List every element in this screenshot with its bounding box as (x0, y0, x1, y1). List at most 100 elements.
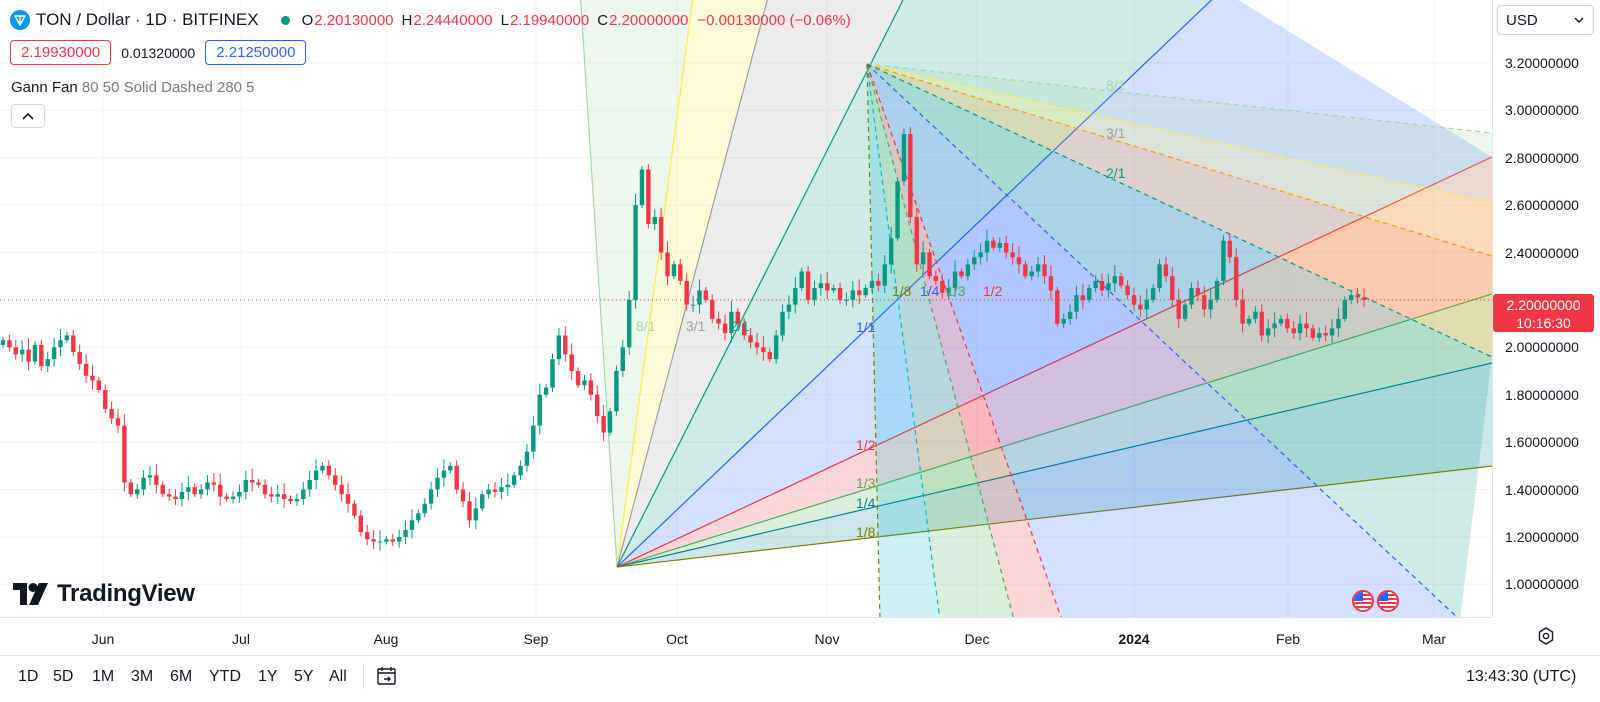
clock-timezone[interactable]: 13:43:30 (UTC) (1466, 668, 1577, 685)
price-chart[interactable]: 8/1 3/1 2/1 1/1 1/2 1/3 1/4 1/8 8/1 3/1 2/1 1/8 1/4 1… (0, 0, 1492, 617)
indicator-legend[interactable]: Gann Fan 80 50 Solid Dashed 280 5 (11, 79, 255, 96)
timeframe-button-5y[interactable]: 5Y (294, 668, 314, 685)
current-price-tag: 2.20000000 10:16:30 (1493, 294, 1594, 332)
candle-body (575, 371, 581, 386)
candle-body (537, 394, 542, 426)
bar-countdown: 10:16:30 (1516, 315, 1571, 331)
candle-body (448, 465, 453, 471)
gann-fan-line (866, 63, 1492, 204)
candle-body (275, 494, 280, 497)
candle-body (128, 482, 133, 495)
candle-body (1042, 264, 1047, 277)
candle-body (1150, 288, 1156, 300)
candle-body (1240, 299, 1245, 324)
candle-body (812, 288, 817, 300)
time-axis-label: Nov (814, 631, 840, 647)
candle-body (1195, 288, 1201, 296)
gann-fan-line (866, 63, 1492, 257)
timeframe-button-6m[interactable]: 6M (170, 668, 193, 685)
candle-body (1317, 333, 1322, 338)
gann-fan-line (616, 362, 1492, 568)
candle-body (959, 271, 964, 277)
gann-fan-band (867, 64, 1014, 617)
timeframe-button-1m[interactable]: 1M (92, 668, 115, 685)
candle-body (543, 387, 549, 395)
candle-body (895, 181, 900, 239)
candle-body (1112, 276, 1118, 284)
candle-body (684, 280, 689, 305)
timeframe-button-1d[interactable]: 1D (18, 668, 39, 685)
fan-label: 1/4 (856, 495, 876, 511)
price-change: −0.00130000 (−0.06%) (697, 11, 851, 29)
fan-label: 3/1 (1106, 125, 1126, 141)
fan-label: 2/1 (1106, 165, 1126, 181)
timeframe-button-ytd[interactable]: YTD (209, 668, 241, 685)
candle-body (927, 252, 932, 277)
candle-body (467, 501, 472, 521)
candle-body (1208, 299, 1213, 310)
candle-body (377, 541, 383, 543)
current-price-value: 2.20000000 (1506, 297, 1581, 313)
candle-body (1003, 243, 1009, 253)
gann-fan-upper[interactable] (866, 63, 1492, 617)
buy-price-button[interactable]: 2.21250000 (205, 40, 307, 65)
candle-body (186, 487, 191, 492)
candle-body (626, 299, 632, 348)
us-flag-event-icon[interactable] (1352, 590, 1374, 612)
fan-label: 8/1 (636, 318, 656, 334)
date-range-calendar-icon[interactable] (376, 665, 398, 687)
chevron-down-icon (1574, 17, 1584, 23)
candle-body (882, 264, 887, 286)
candle-body (307, 480, 312, 490)
tradingview-logo: TradingView (13, 580, 195, 608)
candle-body (352, 503, 357, 516)
us-flag-event-icon[interactable] (1377, 590, 1399, 612)
candle-body (173, 496, 178, 499)
candle-body (1202, 295, 1207, 310)
candle-body (1189, 288, 1194, 305)
timeframe-button-5d[interactable]: 5D (53, 668, 74, 685)
candle-body (933, 276, 939, 281)
candle-body (90, 375, 95, 381)
candle-body (639, 169, 645, 206)
gann-fan-lower[interactable] (580, 0, 1492, 568)
candle-body (1048, 276, 1054, 291)
candle-body (147, 475, 153, 478)
candle-body (588, 380, 594, 395)
currency-select[interactable]: USD (1497, 5, 1594, 35)
candle-body (1163, 264, 1169, 277)
candle-body (218, 484, 223, 497)
sell-price-button[interactable]: 2.19930000 (10, 40, 112, 65)
timeframe-button-1y[interactable]: 1Y (258, 668, 278, 685)
candle-body (1176, 299, 1181, 319)
candle-body (371, 539, 376, 542)
price-axis-label: 3.00000000 (1505, 102, 1579, 119)
timeframe-button-3m[interactable]: 3M (131, 668, 154, 685)
settings-icon[interactable] (1536, 626, 1556, 646)
candle-body (1099, 280, 1105, 291)
gann-fan-line (866, 63, 1458, 617)
candle-body (1253, 311, 1258, 319)
candle-body (735, 311, 741, 324)
fan-label: 1/2 (983, 283, 1003, 299)
candle-body (601, 416, 606, 433)
candle-body (249, 480, 255, 483)
candle-body (499, 487, 504, 492)
time-axis[interactable] (0, 617, 1492, 654)
candle-body (1355, 295, 1360, 298)
candle-body (869, 280, 875, 289)
candle-body (301, 489, 306, 499)
collapse-legend-button[interactable] (11, 104, 45, 128)
candle-body (45, 359, 50, 367)
candle-body (243, 480, 249, 492)
indicator-params: 80 50 Solid Dashed 280 5 (81, 79, 255, 96)
candle-body (492, 489, 498, 492)
candle-body (109, 408, 114, 419)
gann-fan-line (616, 0, 694, 568)
fan-label: 3/1 (686, 318, 706, 334)
timeframe-button-all[interactable]: All (329, 668, 347, 685)
time-axis-label: Aug (373, 631, 399, 647)
candle-body (313, 470, 319, 481)
bottom-toolbar (0, 655, 1600, 702)
symbol-title[interactable]: TON / Dollar · 1D · BITFINEX (36, 10, 259, 29)
